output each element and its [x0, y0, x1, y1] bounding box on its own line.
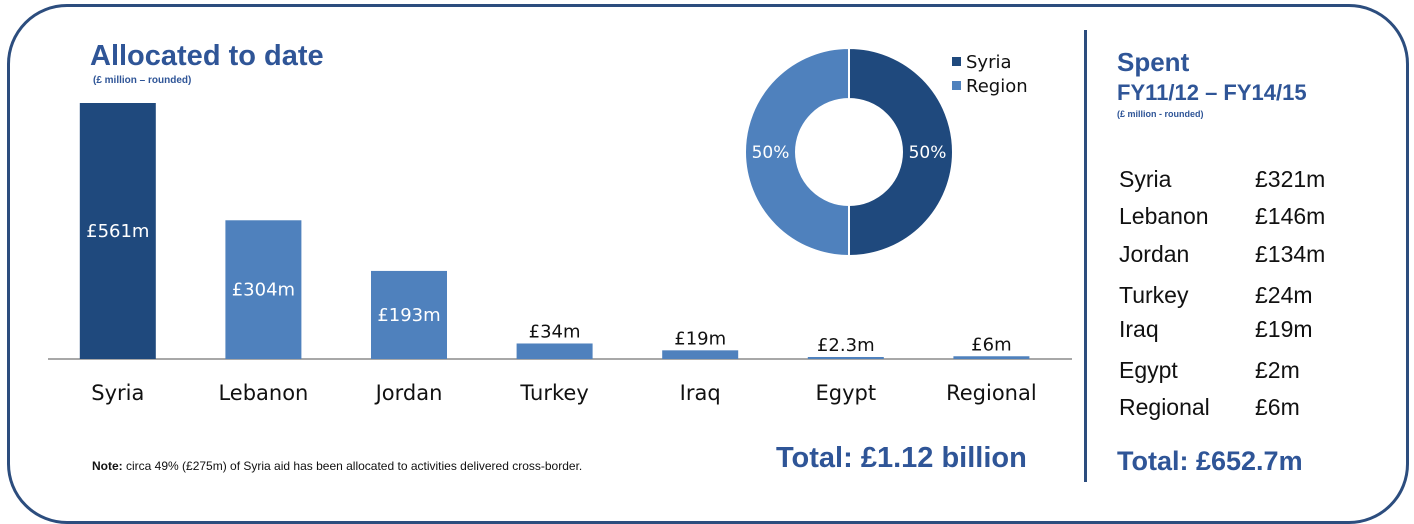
spent-title: Spent: [1117, 47, 1190, 77]
data-label-jordan: £193m: [377, 305, 440, 326]
note-label: Note:: [92, 459, 123, 473]
allocation-note: Note: circa 49% (£275m) of Syria aid has…: [92, 459, 582, 473]
legend-swatch-syria: [952, 56, 961, 66]
note-text: circa 49% (£275m) of Syria aid has been …: [122, 459, 583, 473]
spent-row-value: £24m: [1255, 282, 1313, 308]
syria-region-donut-chart: 50% 50%: [744, 46, 954, 258]
bar-jordan: [371, 270, 447, 359]
spent-row-country: Syria: [1119, 166, 1172, 192]
x-tick-label-regional: Regional: [946, 381, 1037, 405]
spent-period: FY11/12 – FY14/15: [1117, 80, 1307, 105]
legend-swatch-region: [952, 80, 961, 90]
spent-row-value: £19m: [1255, 316, 1313, 342]
donut-label-syria: 50%: [909, 143, 947, 163]
spent-row-value: £6m: [1255, 394, 1300, 420]
data-label-egypt: £2.3m: [817, 335, 875, 356]
x-tick-label-lebanon: Lebanon: [218, 381, 308, 405]
donut-label-region: 50%: [752, 143, 790, 163]
donut-slice-region: [744, 46, 850, 258]
spent-row-country: Regional: [1119, 394, 1210, 420]
spent-row-value: £146m: [1255, 203, 1326, 229]
data-label-lebanon: £304m: [232, 280, 295, 301]
x-tick-label-turkey: Turkey: [519, 381, 588, 405]
allocation-bar-chart: £561m Syria £304m Lebanon £193m Jordan £34m Tur…: [48, 103, 1072, 405]
donut-slice-syria: [848, 46, 954, 258]
x-tick-label-jordan: Jordan: [374, 381, 443, 405]
data-label-regional: £6m: [971, 334, 1011, 355]
spent-subtitle: (£ million - rounded): [1117, 109, 1204, 119]
legend-item-syria: Syria: [952, 52, 1012, 73]
spent-row-country: Egypt: [1119, 357, 1178, 383]
x-tick-label-egypt: Egypt: [816, 381, 877, 405]
legend-label-syria: Syria: [966, 52, 1012, 73]
spent-row-value: £321m: [1255, 166, 1326, 192]
x-tick-label-iraq: Iraq: [680, 381, 721, 405]
bar-syria: [79, 103, 156, 359]
allocated-title: Allocated to date: [90, 40, 324, 72]
bar-regional: [953, 356, 1030, 359]
spent-row-value: £2m: [1255, 357, 1300, 383]
bar-egypt: [807, 357, 884, 359]
data-label-turkey: £34m: [529, 321, 581, 342]
allocated-total: Total: £1.12 billion: [776, 442, 1027, 474]
bar-turkey: [516, 343, 593, 359]
legend-item-region: Region: [952, 76, 1028, 97]
allocated-subtitle: (£ million – rounded): [93, 75, 192, 86]
spent-total: Total: £652.7m: [1117, 446, 1303, 476]
spent-row-country: Lebanon: [1119, 203, 1209, 229]
spent-row-country: Jordan: [1119, 241, 1190, 267]
spent-row-value: £134m: [1255, 241, 1326, 267]
panel-divider: [1084, 30, 1087, 482]
spent-row-country: Turkey: [1119, 282, 1189, 308]
data-label-syria: £561m: [86, 221, 149, 242]
bar-iraq: [662, 350, 739, 359]
data-label-iraq: £19m: [674, 328, 726, 349]
legend-label-region: Region: [966, 76, 1028, 97]
x-tick-label-syria: Syria: [91, 381, 144, 405]
spent-row-country: Iraq: [1119, 316, 1159, 342]
bar-lebanon: [225, 220, 302, 359]
